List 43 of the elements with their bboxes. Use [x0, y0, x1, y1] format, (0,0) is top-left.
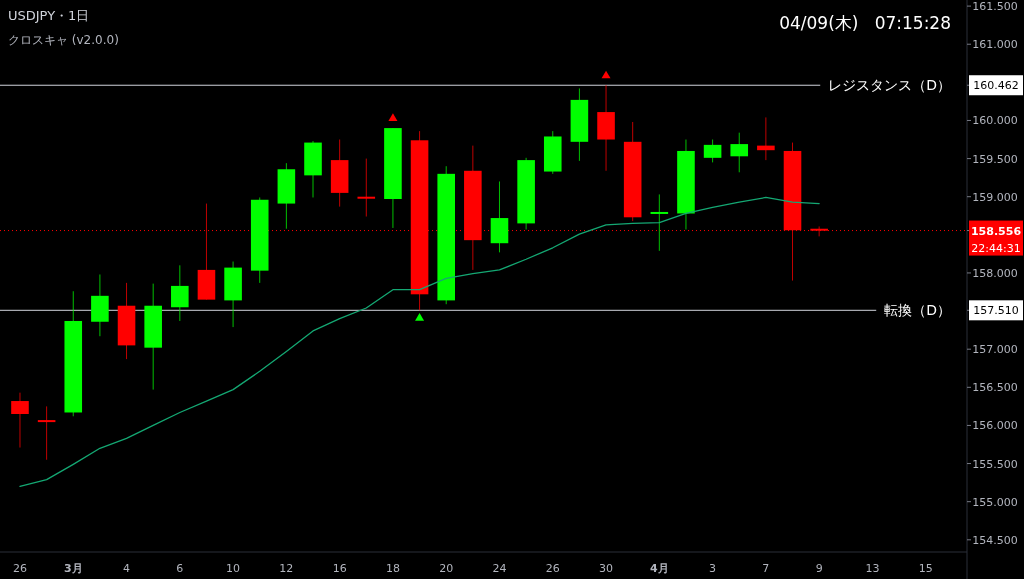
line-series: [19, 196, 820, 488]
ref-line-label: レジスタンス（D）: [828, 77, 951, 94]
text: USDJPY・1日: [8, 8, 90, 23]
x-tick-label: 15: [918, 562, 933, 575]
x-tick-label: 24: [492, 562, 507, 575]
text: クロスキャ (v2.0.0): [8, 33, 119, 47]
x-tick-label: 4: [123, 562, 131, 575]
x-tick-label: 26: [545, 562, 560, 575]
x-tick-label: 9: [815, 562, 823, 575]
y-tick-label: 156.000: [972, 419, 1018, 433]
x-tick-label: 6: [176, 562, 184, 575]
point: [601, 70, 611, 79]
y-tick-label: 154.500: [972, 533, 1018, 547]
text: 22:44:31: [971, 241, 1021, 255]
x-tick-label: 26: [12, 562, 27, 575]
y-tick-label: 155.500: [972, 457, 1018, 471]
y-tick-label: 155.000: [972, 495, 1018, 509]
y-tick-label: 161.000: [972, 38, 1018, 52]
x-tick-label: 4月: [649, 562, 669, 575]
x-tick-label: 3月: [63, 562, 83, 575]
x-tick-label: 30: [599, 562, 614, 575]
x-tick-label: 3: [709, 562, 717, 575]
x-tick-label: 13: [865, 562, 880, 575]
ref-line-label: 転換（D）: [884, 302, 951, 319]
point: [415, 313, 425, 321]
x-tick-label: 18: [385, 562, 400, 575]
point: [388, 113, 398, 122]
x-tick-label: 7: [762, 562, 770, 575]
y-tick-label: 158.556: [970, 224, 1022, 238]
y-tick-label: 160.000: [972, 114, 1018, 128]
y-tick-label: 158.000: [972, 266, 1018, 280]
x-tick-label: 10: [226, 562, 241, 575]
x-tick-label: 12: [279, 562, 294, 575]
y-tick-label: 159.500: [972, 152, 1018, 166]
y-tick-label: 156.500: [972, 381, 1018, 395]
annotation: 04/09(木) 07:15:28: [779, 13, 951, 33]
y-tick-label: 157.510: [973, 304, 1019, 318]
y-tick-label: 157.000: [972, 343, 1018, 357]
y-tick-label: 160.462: [973, 79, 1019, 93]
y-tick-label: 159.000: [972, 190, 1018, 204]
x-tick-label: 16: [332, 562, 347, 575]
y-tick-label: 161.500: [972, 0, 1018, 14]
x-tick-label: 20: [439, 562, 454, 575]
